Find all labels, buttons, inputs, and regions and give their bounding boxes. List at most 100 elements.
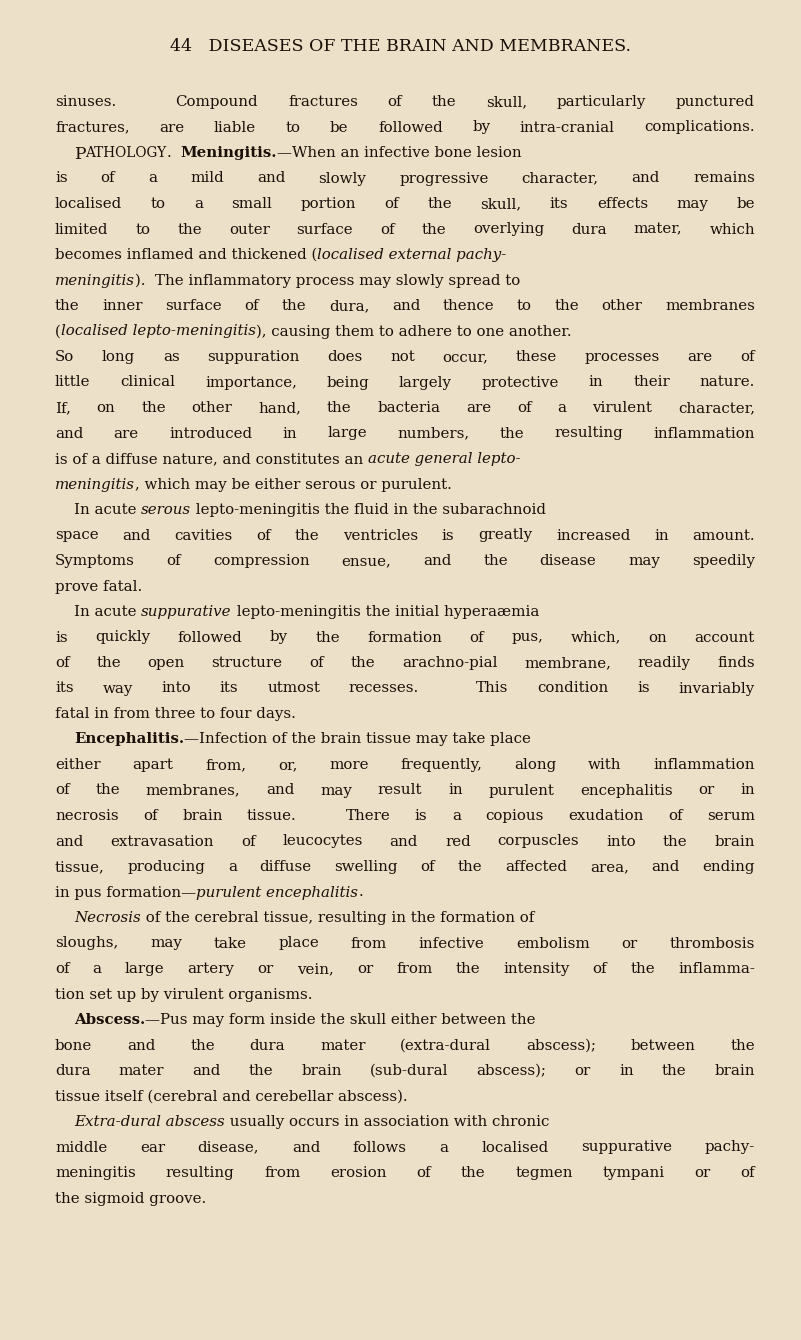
Text: the: the	[662, 1064, 686, 1077]
Text: the: the	[421, 222, 446, 236]
Text: purulent: purulent	[489, 784, 554, 797]
Text: more: more	[329, 758, 368, 772]
Text: In acute: In acute	[55, 604, 141, 619]
Text: these: these	[516, 350, 557, 364]
Text: recesses.: recesses.	[348, 682, 419, 695]
Text: intra-cranial: intra-cranial	[520, 121, 615, 134]
Text: are: are	[466, 401, 491, 415]
Text: ), causing them to adhere to one another.: ), causing them to adhere to one another…	[256, 324, 571, 339]
Text: finds: finds	[718, 657, 755, 670]
Text: mild: mild	[191, 172, 224, 185]
Text: corpuscles: corpuscles	[497, 835, 579, 848]
Text: ensue,: ensue,	[341, 553, 392, 568]
Text: of: of	[55, 962, 70, 976]
Text: and: and	[423, 553, 452, 568]
Text: In acute: In acute	[55, 502, 141, 517]
Text: Compound: Compound	[175, 95, 258, 109]
Text: may: may	[320, 784, 352, 797]
Text: between: between	[630, 1038, 695, 1052]
Text: There: There	[346, 809, 390, 823]
Text: ATHOLOGY: ATHOLOGY	[86, 146, 167, 159]
Text: is: is	[415, 809, 428, 823]
Text: the: the	[483, 553, 508, 568]
Text: small: small	[231, 197, 272, 210]
Text: which: which	[710, 222, 755, 236]
Text: , which may be either serous or purulent.: , which may be either serous or purulent…	[135, 477, 452, 492]
Text: sloughs,: sloughs,	[55, 937, 119, 950]
Text: fractures,: fractures,	[55, 121, 130, 134]
Text: leucocytes: leucocytes	[283, 835, 363, 848]
Text: particularly: particularly	[557, 95, 646, 109]
Text: prove fatal.: prove fatal.	[55, 579, 143, 594]
Text: of: of	[740, 350, 755, 364]
Text: exudation: exudation	[568, 809, 643, 823]
Text: liable: liable	[214, 121, 256, 134]
Text: character,: character,	[521, 172, 598, 185]
Text: from: from	[264, 1166, 300, 1181]
Text: the: the	[731, 1038, 755, 1052]
Text: sinuses.: sinuses.	[55, 95, 116, 109]
Text: introduced: introduced	[169, 426, 252, 441]
Text: apart: apart	[132, 758, 173, 772]
Text: the: the	[432, 95, 457, 109]
Text: copious: copious	[485, 809, 544, 823]
Text: invariably: invariably	[678, 682, 755, 695]
Text: a: a	[440, 1140, 449, 1155]
Text: thence: thence	[443, 299, 494, 314]
Text: occur,: occur,	[442, 350, 489, 364]
Text: tissue,: tissue,	[55, 860, 105, 874]
Text: is: is	[638, 682, 650, 695]
Text: formation: formation	[367, 631, 442, 645]
Text: condition: condition	[537, 682, 609, 695]
Text: large: large	[328, 426, 367, 441]
Text: are: are	[687, 350, 713, 364]
Text: may: may	[150, 937, 182, 950]
Text: inflammation: inflammation	[654, 426, 755, 441]
Text: effects: effects	[597, 197, 648, 210]
Text: the: the	[282, 299, 306, 314]
Text: or: or	[698, 784, 714, 797]
Text: suppurative: suppurative	[581, 1140, 672, 1155]
Text: a: a	[452, 809, 461, 823]
Text: dura: dura	[55, 1064, 91, 1077]
Text: purulent encephalitis: purulent encephalitis	[196, 886, 358, 899]
Text: dura: dura	[571, 222, 607, 236]
Text: the: the	[663, 835, 687, 848]
Text: of: of	[167, 553, 181, 568]
Text: localised: localised	[481, 1140, 549, 1155]
Text: dura: dura	[250, 1038, 285, 1052]
Text: (sub-dural: (sub-dural	[370, 1064, 449, 1077]
Text: or,: or,	[278, 758, 297, 772]
Text: of: of	[740, 1166, 755, 1181]
Text: and: and	[651, 860, 680, 874]
Text: largely: largely	[399, 375, 452, 390]
Text: —Pus may form inside the skull either between the: —Pus may form inside the skull either be…	[145, 1013, 536, 1026]
Text: Meningitis.: Meningitis.	[181, 146, 277, 159]
Text: ending: ending	[702, 860, 755, 874]
Text: abscess);: abscess);	[526, 1038, 596, 1052]
Text: readily: readily	[638, 657, 690, 670]
Text: the: the	[428, 197, 452, 210]
Text: are: are	[114, 426, 139, 441]
Text: increased: increased	[556, 528, 630, 543]
Text: Abscess.: Abscess.	[74, 1013, 145, 1026]
Text: and: and	[392, 299, 421, 314]
Text: from,: from,	[205, 758, 246, 772]
Text: is: is	[55, 172, 67, 185]
Text: the: the	[141, 401, 166, 415]
Text: space: space	[55, 528, 99, 543]
Text: to: to	[151, 197, 166, 210]
Text: P: P	[74, 146, 86, 163]
Text: portion: portion	[300, 197, 356, 210]
Text: area,: area,	[590, 860, 629, 874]
Text: clinical: clinical	[120, 375, 175, 390]
Text: of: of	[309, 657, 324, 670]
Text: localised: localised	[55, 197, 123, 210]
Text: utmost: utmost	[267, 682, 320, 695]
Text: a: a	[228, 860, 237, 874]
Text: the: the	[249, 1064, 273, 1077]
Text: greatly: greatly	[478, 528, 533, 543]
Text: limited: limited	[55, 222, 108, 236]
Text: followed: followed	[178, 631, 242, 645]
Text: of: of	[101, 172, 115, 185]
